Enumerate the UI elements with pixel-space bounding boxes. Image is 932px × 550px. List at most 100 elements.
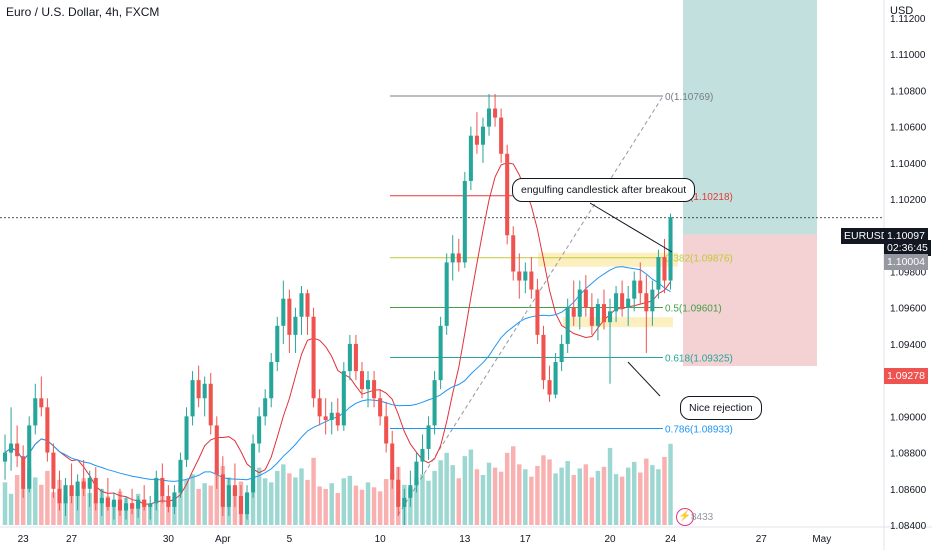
volume-bar [535,465,540,525]
candle-body [124,503,129,511]
x-tick-label: 5 [287,534,293,545]
y-tick-label: 1.08800 [890,449,927,460]
candle-body [353,343,358,372]
candle-body [480,126,485,145]
candle-body [577,289,582,317]
volume-bar [650,465,655,525]
candle-body [359,371,364,390]
volume-bar [523,469,528,525]
candle-body [287,298,292,335]
candle-body [21,456,26,489]
candle-body [214,425,219,475]
volume-bar [613,474,619,525]
volume-bar [498,471,504,525]
candle-body [111,499,116,507]
candle-body [626,298,631,308]
y-tick-label: 1.11000 [890,50,926,61]
volume-bar [256,467,262,525]
candle-body [620,293,625,308]
x-tick-label: May [812,534,831,545]
ma-fast-line [4,162,671,505]
y-tick-label: 1.10400 [890,159,927,170]
candle-body [15,443,20,457]
candle-body [329,412,334,420]
candle-body [160,477,165,497]
fib-zone-upper [538,252,678,267]
volume-bar [93,500,98,525]
volume-bar [353,485,359,525]
candle-body [9,443,14,453]
candle-body [172,492,177,507]
candle-body [311,316,316,399]
volume-bar [390,473,395,525]
volume-bar [644,458,649,525]
candle-body [384,416,389,444]
candle-body [426,425,431,449]
candle-body [638,280,643,294]
candle-body [220,474,225,507]
fib-label: 0.382(1.09876) [665,254,733,265]
candle-body [511,235,516,272]
volume-bar [517,464,522,525]
candle-body [257,416,262,444]
x-tick-label: 27 [756,534,768,545]
volume-bar [383,479,389,525]
volume-bar [275,470,280,525]
volume-bar [311,457,316,525]
volume-bar [335,493,340,525]
volume-bar [529,476,534,525]
volume-bar [444,452,449,525]
candle-body [668,217,673,281]
chart-title: Euro / U.S. Dollar, 4h, FXCM [6,5,160,19]
candle-body [468,135,473,181]
candle-body [595,304,600,326]
volume-bar [51,492,56,525]
y-tick-label: 1.09800 [890,268,927,279]
volume-bar [377,491,383,525]
volume-bar [202,483,207,525]
volume-bar [190,474,195,525]
candle-body [184,416,189,460]
candle-body [450,253,455,263]
fib-trend-line [397,95,664,516]
volume-bar [492,467,498,525]
volume-bar [450,465,455,525]
candle-body [99,497,104,504]
volume-bar [27,467,32,525]
volume-bar [341,478,347,525]
candle-body [662,257,667,281]
candle-body [456,253,461,263]
candle-body [148,503,153,507]
volume-bar [468,449,474,525]
candle-body [656,257,661,290]
lightning-icon[interactable]: ⚡ [676,508,694,526]
volume-bar [625,467,631,525]
y-tick-label: 1.10600 [890,123,927,134]
candle-body [251,443,256,493]
volume-bar [105,496,111,525]
volume-bar [426,480,431,525]
candle-body [335,412,340,426]
candle-body [130,503,135,509]
volume-bar [178,486,183,525]
candle-body [408,485,413,498]
currency-label[interactable]: USD [890,5,914,17]
rejection-callout[interactable]: Nice rejection [680,396,762,420]
volume-bar [299,468,304,525]
volume-bar [668,443,673,525]
volume-bar [262,478,268,525]
volume-bar [329,483,334,525]
candle-body [493,108,498,118]
candle-body [402,497,407,507]
volume-bar [595,470,601,525]
candle-body [196,380,201,399]
y-tick-label: 1.09600 [890,304,927,315]
engulfing-callout[interactable]: engulfing candlestick after breakout [512,178,696,202]
candle-body [614,293,619,312]
candle-body [541,334,546,381]
candle-body [317,398,322,417]
y-tick-label: 1.08400 [890,521,927,532]
volume-bar [33,477,38,525]
candle-body [226,485,231,507]
